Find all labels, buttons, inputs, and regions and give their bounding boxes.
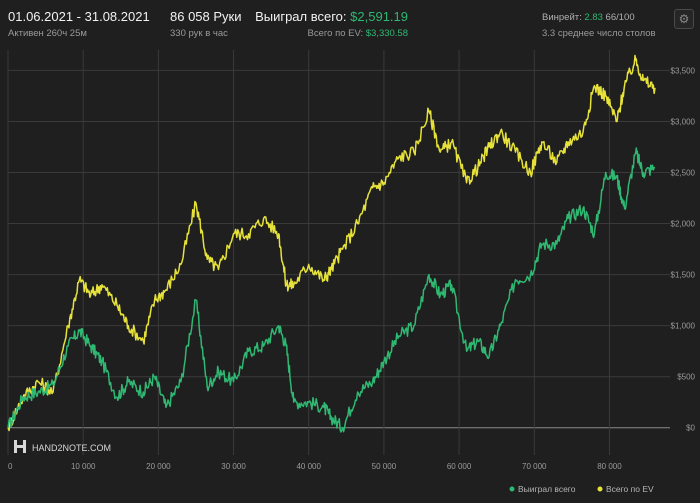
x-tick-label: 70 000 [522,462,547,471]
x-tick-label: 20 000 [146,462,171,471]
y-tick-label: $500 [677,373,695,382]
legend-marker [509,486,515,492]
x-tick-label: 60 000 [447,462,472,471]
winrate: Винрейт: 2.83 66/100 [542,12,635,23]
y-tick-label: $1,500 [671,271,696,280]
winrate-value: 2.83 [584,12,603,23]
hands-per-hour: 330 рук в час [170,28,228,39]
ev-total: Всего по EV: $3,330.58 [308,28,408,39]
y-tick-label: $3,500 [671,66,696,75]
x-axis: 0 10 000 20 000 30 000 40 000 50 000 60 000 70 … [8,462,622,471]
ev-label: Всего по EV: [307,28,364,39]
logo-text: HAND2NOTE.COM [32,443,111,453]
x-tick-label: 30 000 [221,462,246,471]
legend[interactable]: Выиграл всего Всего по EV [509,484,655,494]
x-tick-label: 10 000 [71,462,96,471]
active-time: Активен 260ч 25м [8,28,87,39]
y-tick-label: $3,000 [671,117,696,126]
x-tick-label: 50 000 [372,462,397,471]
legend-item-won[interactable]: Выиграл всего [509,484,576,494]
date-range[interactable]: 01.06.2021 - 31.08.2021 [8,9,150,24]
series-lines [7,54,656,433]
won-label: Выиграл всего: [255,9,347,24]
series-line-won [7,147,656,433]
avg-tables: 3.3 среднее число столов [542,28,656,39]
stats-header: 01.06.2021 - 31.08.2021 Активен 260ч 25м… [0,0,700,48]
y-tick-label: $1,000 [671,322,696,331]
legend-label: Всего по EV [606,484,654,494]
series-line-ev [7,54,656,432]
y-tick-label: $2,000 [671,220,696,229]
winrate-label: Винрейт: [542,12,582,23]
h2n-logo-icon [14,440,26,453]
y-tick-label: $2,500 [671,169,696,178]
gear-icon[interactable]: ⚙ [674,9,694,29]
y-axis: $0 $500 $1,000 $1,500 $2,000 $2,500 $3,000 $3,5… [671,66,696,432]
legend-item-ev[interactable]: Всего по EV [597,484,655,494]
x-tick-label: 40 000 [296,462,321,471]
grid [7,50,670,455]
winrate-unit: 66/100 [605,12,635,23]
y-tick-label: $0 [686,424,695,433]
won-total: Выиграл всего: $2,591.19 [255,9,408,24]
legend-label: Выиграл всего [518,484,576,494]
x-tick-label: 0 [8,462,13,471]
legend-marker [597,486,603,492]
ev-value: $3,330.58 [365,28,408,39]
x-tick-label: 80 000 [597,462,622,471]
logo: HAND2NOTE.COM [14,440,111,453]
won-value: $2,591.19 [350,9,408,24]
hands-count: 86 058 Руки [170,9,242,24]
